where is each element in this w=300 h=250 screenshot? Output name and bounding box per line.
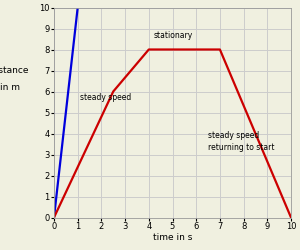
Text: steady speed: steady speed	[80, 93, 131, 102]
Text: stationary: stationary	[154, 31, 193, 40]
Text: distance: distance	[0, 66, 29, 75]
Text: steady speed
returning to start: steady speed returning to start	[208, 132, 274, 152]
X-axis label: time in s: time in s	[153, 234, 192, 242]
Text: in m: in m	[0, 83, 20, 92]
